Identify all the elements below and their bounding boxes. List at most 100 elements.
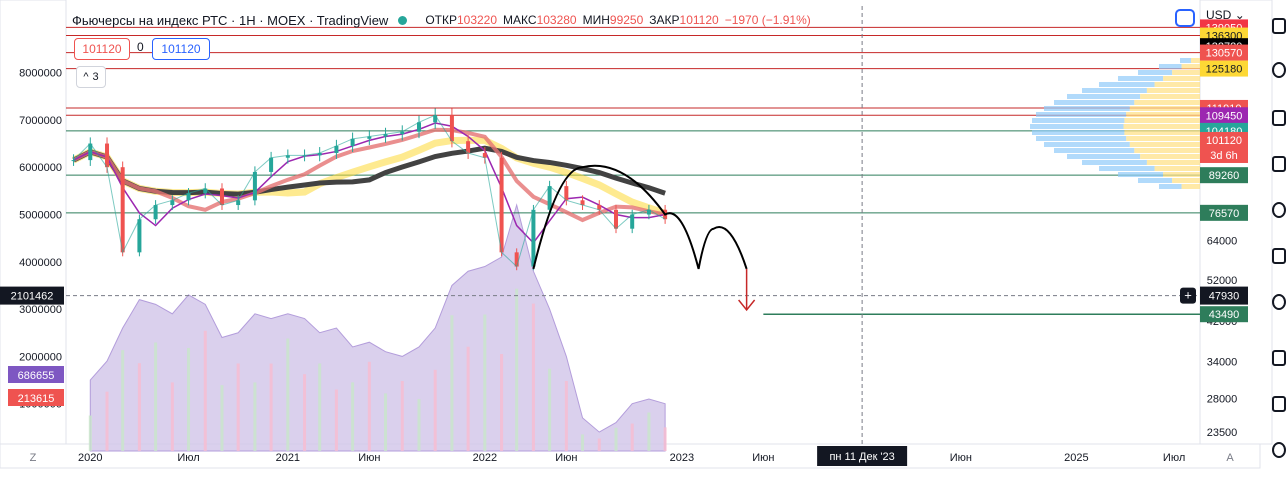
time-tick-label: 2021 (276, 452, 300, 464)
candle-body (514, 252, 519, 267)
volume-bar (137, 363, 141, 451)
change-value: −1970 (−1.91%) (724, 13, 811, 27)
volume-bar (630, 423, 634, 451)
left-tick-label: 7000000 (19, 115, 62, 127)
candle-body (88, 143, 93, 161)
volume-profile-bar (1191, 58, 1200, 63)
volume-profile-bar (1140, 154, 1200, 159)
volume-bar (253, 382, 257, 451)
volume-bar (515, 288, 519, 451)
candle-body (219, 188, 224, 206)
volume-profile-bar (1067, 154, 1141, 159)
volume-profile-bar (1134, 148, 1200, 153)
volume-profile-bar (1032, 118, 1125, 123)
candle-body (613, 209, 618, 229)
symbol-title[interactable]: Фьючерсы на индекс РТС · 1Н · MOEX · Tra… (72, 12, 389, 28)
volume-profile-bar (1099, 166, 1155, 171)
volume-profile-bar (1146, 88, 1200, 93)
volume-bar (187, 347, 191, 451)
candle-body (531, 209, 536, 267)
chats-icon[interactable] (1272, 350, 1286, 366)
price-label: 76570 (1209, 208, 1240, 220)
left-tick-label: 3000000 (19, 304, 62, 316)
add-level-icon-glyph: + (1184, 288, 1192, 303)
volume-area (89, 203, 666, 452)
close-label: ЗАКР (649, 13, 680, 27)
data-window-icon[interactable] (1272, 110, 1286, 126)
currency-select[interactable]: USD ⌄ (1206, 8, 1245, 22)
volume-profile-bar (1044, 142, 1130, 147)
volume-profile-bar (1159, 64, 1182, 69)
volume-bar (367, 361, 371, 451)
ideas-icon[interactable] (1272, 248, 1286, 264)
candle-body (236, 200, 241, 206)
price-label-badge (1200, 146, 1248, 163)
price-label-badge (1200, 60, 1248, 77)
volume-label-badge (8, 389, 64, 406)
price-label: 109450 (1206, 110, 1243, 122)
volume-bar (384, 393, 388, 451)
volume-profile-bar (1138, 178, 1173, 183)
right-tick-label: 52000 (1207, 275, 1238, 287)
volume-profile-bar (1154, 82, 1200, 87)
indicators-collapse-button[interactable]: ^ 3 (76, 66, 106, 88)
volume-bar (663, 427, 667, 451)
market-status-icon (398, 15, 408, 25)
volume-bar (170, 382, 174, 451)
volume-profile-bar (1129, 106, 1200, 111)
price-label-badge (1200, 44, 1248, 61)
price-label-badge (1200, 204, 1248, 221)
time-tick-label: Июл (1163, 452, 1185, 464)
candle-body (499, 157, 504, 253)
calendar-icon[interactable] (1272, 202, 1286, 218)
volume-profile-bar (1067, 94, 1141, 99)
price-line (73, 114, 666, 268)
volume-bar (334, 389, 338, 451)
volume-bar (121, 350, 125, 451)
volume-profile-bar (1146, 160, 1200, 165)
volume-profile-bar (1082, 88, 1147, 93)
left-tick-label: 8000000 (19, 68, 62, 80)
ma-300-line (72, 145, 666, 197)
volume-profile-bar (1032, 130, 1125, 135)
time-tick-label: 2023 (670, 452, 694, 464)
zoom-scale-button: Z (30, 452, 37, 464)
candle-body (597, 205, 602, 210)
price-label-badge (1200, 167, 1248, 184)
volume-bar (318, 363, 322, 451)
right-tick-label: 34000 (1207, 356, 1238, 368)
volume-profile-bar (1124, 118, 1200, 123)
time-tick-label: 2025 (1064, 452, 1088, 464)
volume-profile-bar (1054, 148, 1135, 153)
buy-button[interactable]: 101120 (152, 38, 210, 60)
volume-label-badge (8, 366, 64, 383)
volume-bar (450, 315, 454, 451)
candle-body (564, 186, 569, 201)
candle-body (416, 122, 421, 132)
price-label-badge (1200, 286, 1248, 305)
screenshot-icon[interactable] (1175, 9, 1195, 27)
time-tick-label: Июн (555, 452, 577, 464)
hotlist-icon[interactable] (1272, 156, 1286, 172)
chart-header: Фьючерсы на индекс РТС · 1Н · MOEX · Tra… (72, 10, 811, 30)
volume-bar (286, 338, 290, 451)
open-label: ОТКР (425, 13, 457, 27)
alert-icon[interactable] (1272, 62, 1286, 78)
price-label-badge (1200, 306, 1248, 323)
sell-button[interactable]: 101120 (74, 38, 130, 60)
time-tick-label: Июн (950, 452, 972, 464)
volume-profile-bar (1172, 70, 1200, 75)
indicator-count: 3 (92, 71, 99, 83)
volume-bar (154, 342, 158, 451)
help-icon[interactable] (1272, 442, 1286, 458)
volume-bar (483, 314, 487, 451)
volume-bar (417, 398, 421, 451)
volume-label: 686655 (18, 370, 55, 382)
notes-icon[interactable] (1272, 396, 1286, 412)
volume-bar (203, 330, 207, 451)
streams-icon[interactable] (1272, 294, 1286, 310)
watchlist-icon[interactable] (1272, 18, 1286, 34)
volume-profile-bar (1030, 124, 1124, 129)
